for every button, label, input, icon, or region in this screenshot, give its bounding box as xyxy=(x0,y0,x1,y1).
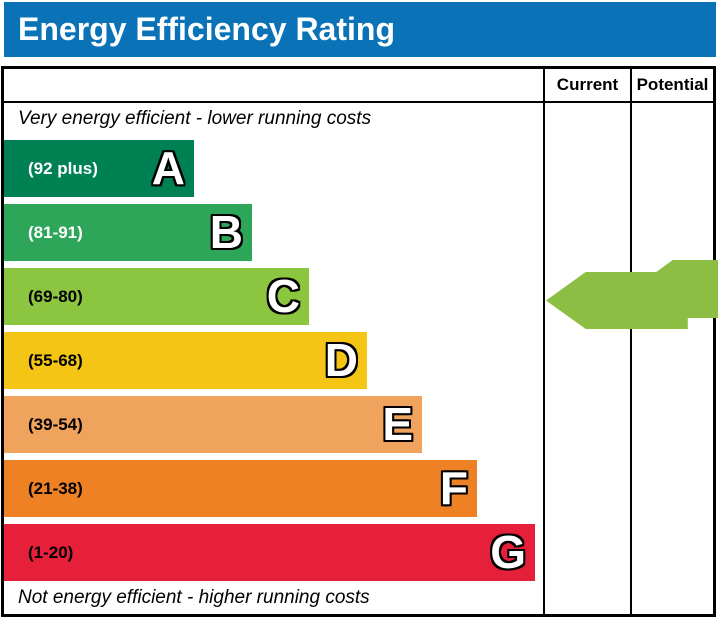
band-f-letter: F xyxy=(439,462,468,514)
header-divider xyxy=(4,101,713,103)
column-divider-current xyxy=(543,69,545,614)
band-a: (92 plus) A xyxy=(4,140,194,197)
potential-column-header: Potential xyxy=(636,75,709,94)
band-e: (39-54) E xyxy=(4,396,422,453)
top-note: Very energy efficient - lower running co… xyxy=(18,108,372,129)
band-e-letter: E xyxy=(382,398,413,450)
bottom-note: Not energy efficient - higher running co… xyxy=(18,587,370,608)
band-g-letter: G xyxy=(490,526,526,578)
band-a-range-label: (92 plus) xyxy=(28,158,98,178)
band-b-letter: B xyxy=(209,206,243,258)
band-c: (69-80) C xyxy=(4,268,309,325)
band-d: (55-68) D xyxy=(4,332,367,389)
current-column-header: Current xyxy=(556,75,619,94)
band-d-range-label: (55-68) xyxy=(28,350,83,370)
band-d-letter: D xyxy=(324,334,358,386)
band-g-range-label: (1-20) xyxy=(28,542,74,562)
band-c-letter: C xyxy=(266,270,300,322)
band-a-letter: A xyxy=(151,142,185,194)
band-e-range-label: (39-54) xyxy=(28,414,83,434)
page-title: Energy Efficiency Rating xyxy=(18,11,395,47)
band-c-range-label: (69-80) xyxy=(28,286,83,306)
column-divider-potential xyxy=(630,69,632,614)
band-b-range-label: (81-91) xyxy=(28,222,83,242)
title-bar: Energy Efficiency Rating xyxy=(4,2,716,57)
rating-table: Current Potential Very energy efficient … xyxy=(1,66,718,617)
band-b: (81-91) B xyxy=(4,204,252,261)
band-f: (21-38) F xyxy=(4,460,477,517)
band-f-range-label: (21-38) xyxy=(28,478,83,498)
band-g: (1-20) G xyxy=(4,524,535,581)
